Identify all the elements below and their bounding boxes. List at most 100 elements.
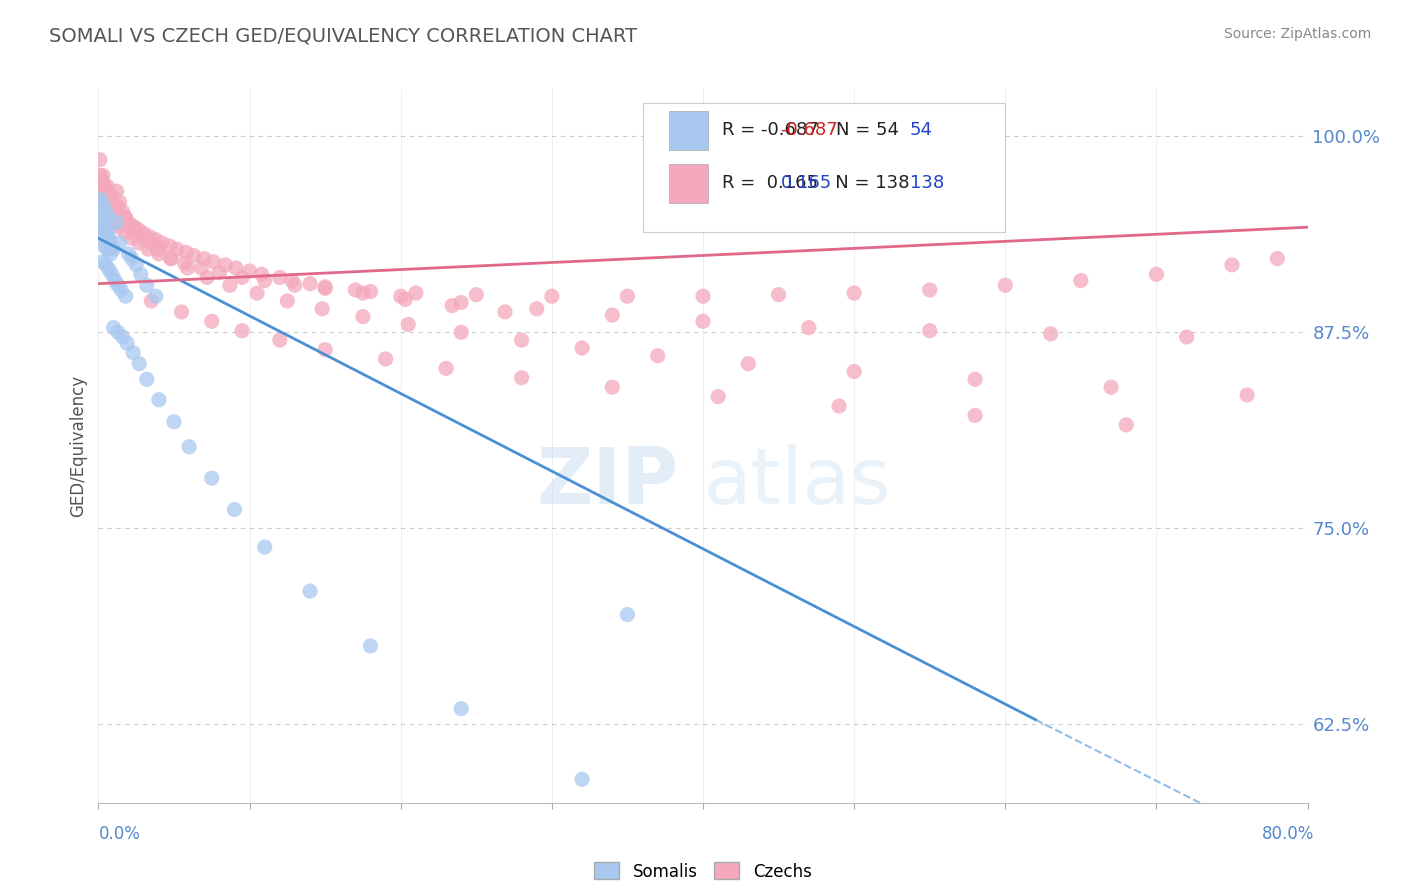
Point <box>105 215 128 229</box>
Point <box>121 231 143 245</box>
Point <box>1265 252 1288 266</box>
Point <box>114 211 136 225</box>
Point <box>101 267 124 281</box>
Point <box>104 274 127 288</box>
Text: 80.0%: 80.0% <box>1263 825 1315 843</box>
Point <box>224 502 246 516</box>
Point <box>1220 258 1243 272</box>
Point <box>125 258 148 272</box>
Point <box>107 326 129 340</box>
Point <box>159 239 181 253</box>
Point <box>616 607 638 622</box>
Point <box>105 184 128 198</box>
Point <box>100 247 122 261</box>
Point <box>122 220 145 235</box>
Point <box>132 227 155 241</box>
Point <box>281 274 304 288</box>
Point <box>111 330 134 344</box>
Point <box>100 195 122 210</box>
Point <box>124 220 146 235</box>
Point <box>389 289 412 303</box>
Point <box>737 357 759 371</box>
Point <box>450 295 472 310</box>
Text: Source: ZipAtlas.com: Source: ZipAtlas.com <box>1223 27 1371 41</box>
Point <box>91 223 114 237</box>
Point <box>135 278 157 293</box>
Point <box>101 189 124 203</box>
FancyBboxPatch shape <box>669 164 707 203</box>
Point <box>450 702 472 716</box>
Point <box>89 169 111 183</box>
Point <box>253 274 276 288</box>
Point <box>94 258 117 272</box>
Point <box>510 333 533 347</box>
Point <box>93 179 115 194</box>
Point <box>994 278 1017 293</box>
Point <box>299 584 322 599</box>
Point <box>98 211 121 225</box>
Point <box>314 280 336 294</box>
Point <box>1144 267 1167 281</box>
Point <box>118 217 141 231</box>
Point <box>571 772 593 787</box>
Point <box>692 289 714 303</box>
Text: 138: 138 <box>910 175 943 193</box>
Point <box>89 200 111 214</box>
Point <box>405 286 427 301</box>
Point <box>91 169 114 183</box>
Point <box>103 204 125 219</box>
Point <box>148 392 170 407</box>
Point <box>214 258 236 272</box>
Point <box>1115 417 1137 432</box>
Point <box>93 220 115 235</box>
Point <box>127 227 149 241</box>
Point <box>108 235 131 250</box>
Point <box>465 287 488 301</box>
Text: R = -0.687   N = 54: R = -0.687 N = 54 <box>723 121 900 139</box>
Point <box>190 260 212 275</box>
Point <box>89 192 111 206</box>
Point <box>105 215 128 229</box>
Point <box>96 242 118 256</box>
Point <box>540 289 562 303</box>
Point <box>94 223 117 237</box>
Point <box>250 267 273 281</box>
Point <box>150 235 173 250</box>
Point <box>101 198 124 212</box>
Point <box>146 242 169 256</box>
Point <box>1175 330 1198 344</box>
Point <box>844 364 866 378</box>
Point <box>396 318 419 332</box>
Text: SOMALI VS CZECH GED/EQUIVALENCY CORRELATION CHART: SOMALI VS CZECH GED/EQUIVALENCY CORRELAT… <box>49 27 637 45</box>
Point <box>352 310 374 324</box>
Point <box>128 223 150 237</box>
Point <box>94 204 117 219</box>
Point <box>314 281 336 295</box>
Point <box>441 299 464 313</box>
Point <box>160 252 183 266</box>
Point <box>96 227 118 241</box>
Point <box>360 285 382 299</box>
Point <box>344 283 367 297</box>
Point <box>219 278 242 293</box>
Text: R =  0.165   N = 138: R = 0.165 N = 138 <box>723 175 910 193</box>
Point <box>98 220 121 235</box>
Point <box>132 231 155 245</box>
Point <box>173 256 195 270</box>
Point <box>246 286 269 301</box>
Point <box>111 204 134 219</box>
Point <box>98 262 121 277</box>
Point <box>434 361 457 376</box>
Point <box>139 229 162 244</box>
Point <box>100 211 122 225</box>
Point <box>98 231 121 245</box>
Point <box>96 192 118 206</box>
Point <box>90 231 112 245</box>
Point <box>91 198 114 212</box>
Point <box>526 301 548 316</box>
Point <box>91 215 114 229</box>
Point <box>135 372 157 386</box>
Text: 0.165: 0.165 <box>780 175 831 193</box>
Point <box>314 343 336 357</box>
Point <box>110 283 132 297</box>
